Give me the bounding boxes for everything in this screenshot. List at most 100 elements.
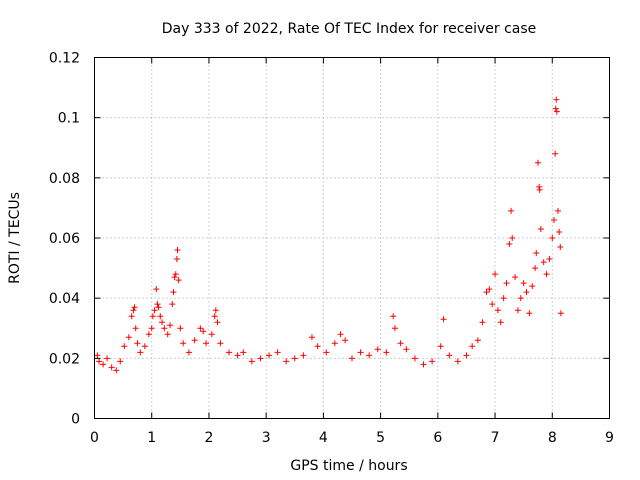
data-point bbox=[508, 207, 515, 214]
data-point bbox=[497, 319, 504, 326]
data-point bbox=[214, 319, 221, 326]
data-point bbox=[463, 352, 470, 359]
data-point bbox=[331, 340, 338, 347]
data-point bbox=[514, 307, 521, 314]
data-point bbox=[170, 289, 177, 296]
data-point bbox=[429, 358, 436, 365]
data-point bbox=[172, 271, 179, 278]
data-point bbox=[159, 319, 166, 326]
data-point bbox=[248, 358, 255, 365]
x-tick-label: 0 bbox=[90, 430, 99, 446]
data-point bbox=[391, 325, 398, 332]
data-point bbox=[308, 334, 315, 341]
data-point bbox=[96, 358, 103, 365]
data-point bbox=[134, 340, 141, 347]
data-point bbox=[257, 355, 264, 362]
data-point bbox=[553, 96, 560, 103]
data-point bbox=[117, 358, 124, 365]
y-tick-label: 0 bbox=[71, 412, 80, 428]
data-point bbox=[553, 108, 560, 115]
data-point bbox=[314, 343, 321, 350]
x-tick-labels: 0 1 2 3 4 5 6 7 8 9 bbox=[90, 430, 614, 446]
data-point bbox=[411, 355, 418, 362]
data-point bbox=[403, 346, 410, 353]
y-tick-label: 0.04 bbox=[49, 291, 80, 307]
x-tick-label: 5 bbox=[376, 430, 385, 446]
data-point bbox=[283, 358, 290, 365]
data-point bbox=[148, 325, 155, 332]
data-point bbox=[157, 313, 164, 320]
data-point bbox=[489, 301, 496, 308]
data-point bbox=[556, 228, 563, 235]
data-point bbox=[557, 310, 564, 317]
data-point bbox=[151, 307, 158, 314]
data-point bbox=[540, 259, 547, 266]
data-point bbox=[153, 286, 160, 293]
data-point bbox=[437, 343, 444, 350]
data-point bbox=[383, 349, 390, 356]
data-point bbox=[177, 325, 184, 332]
data-point bbox=[180, 340, 187, 347]
data-point bbox=[509, 235, 516, 241]
data-point bbox=[132, 325, 139, 332]
data-point bbox=[125, 334, 132, 341]
y-axis-label: ROTI / TECUs bbox=[7, 192, 23, 284]
x-tick-label: 3 bbox=[262, 430, 271, 446]
data-point bbox=[483, 289, 490, 296]
x-tick-label: 6 bbox=[433, 430, 442, 446]
data-point bbox=[108, 364, 115, 371]
data-point bbox=[500, 295, 507, 302]
y-tick-labels: 0 0.02 0.04 0.06 0.08 0.1 0.12 bbox=[49, 51, 80, 428]
data-point bbox=[169, 301, 176, 308]
data-point bbox=[155, 304, 162, 311]
data-markers bbox=[94, 96, 564, 374]
data-point bbox=[121, 343, 128, 350]
data-point bbox=[154, 301, 161, 308]
data-point bbox=[357, 349, 364, 356]
data-point bbox=[131, 304, 138, 311]
grid bbox=[94, 57, 610, 419]
data-point bbox=[517, 295, 524, 302]
data-point bbox=[440, 316, 447, 323]
y-tick-label: 0.12 bbox=[49, 51, 80, 67]
data-point bbox=[492, 271, 499, 278]
data-point bbox=[191, 337, 198, 344]
data-point bbox=[291, 355, 298, 362]
y-tick-label: 0.1 bbox=[58, 111, 80, 127]
data-point bbox=[537, 225, 544, 232]
data-point bbox=[185, 349, 192, 356]
data-point bbox=[366, 352, 373, 359]
data-point bbox=[534, 159, 541, 166]
data-point bbox=[557, 244, 564, 251]
data-point bbox=[274, 349, 281, 356]
data-point bbox=[217, 340, 224, 347]
data-point bbox=[197, 325, 204, 332]
data-point bbox=[208, 331, 215, 338]
data-point bbox=[552, 150, 559, 157]
data-point bbox=[175, 277, 182, 284]
data-point bbox=[397, 340, 404, 347]
data-point bbox=[454, 358, 461, 365]
x-tick-label: 1 bbox=[147, 430, 156, 446]
chart-title: Day 333 of 2022, Rate Of TEC Index for r… bbox=[162, 21, 537, 37]
data-point bbox=[234, 352, 241, 359]
data-point bbox=[128, 313, 135, 320]
x-axis-label: GPS time / hours bbox=[290, 458, 407, 474]
data-point bbox=[486, 286, 493, 293]
data-point bbox=[374, 346, 381, 353]
x-tick-label: 9 bbox=[605, 430, 614, 446]
data-point bbox=[94, 352, 101, 359]
data-point bbox=[536, 183, 543, 190]
axis-ticks bbox=[94, 57, 610, 419]
data-point bbox=[390, 313, 397, 320]
data-point bbox=[503, 280, 510, 287]
data-point bbox=[200, 328, 207, 335]
data-point bbox=[550, 216, 557, 223]
x-tick-label: 4 bbox=[319, 430, 328, 446]
data-point bbox=[479, 319, 486, 326]
data-point bbox=[552, 105, 559, 112]
data-point bbox=[543, 271, 550, 278]
data-point bbox=[446, 352, 453, 359]
y-tick-label: 0.02 bbox=[49, 351, 80, 367]
data-point bbox=[533, 250, 540, 257]
